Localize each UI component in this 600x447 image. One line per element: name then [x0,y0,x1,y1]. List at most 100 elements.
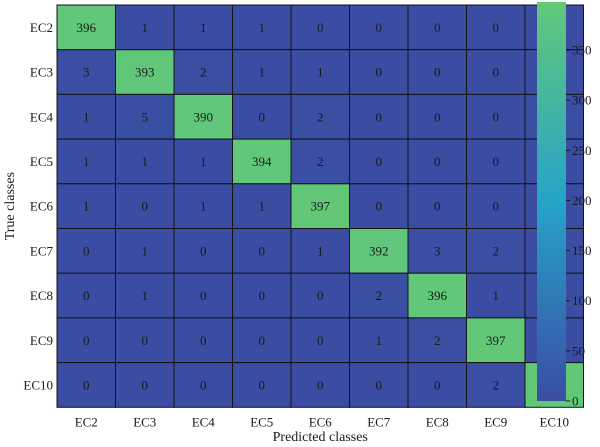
y-tick-label: EC2 [30,20,53,35]
cell-value-label: 1 [83,154,90,169]
cell-value-label: 0 [83,243,90,258]
cell-value-label: 394 [252,154,272,169]
heatmap-cell [290,183,350,230]
heatmap-cell [232,183,292,230]
cell-value-label: 0 [259,243,266,258]
heatmap-cell [173,272,233,319]
x-tick-label: EC5 [250,414,273,429]
colorbar-tick-label: 150 [572,243,592,258]
cell-value-label: 0 [434,109,441,124]
heatmap-cell [56,228,116,274]
heatmap-cell [349,317,409,364]
cell-value-label: 0 [83,333,90,348]
heatmap-cell [349,362,409,408]
cell-value-label: 0 [376,199,383,214]
cell-value-label: 2 [493,377,500,392]
cell-value-label: 2 [376,288,383,303]
heatmap-cell [115,93,175,140]
colorbar-tick-label: 350 [572,43,592,58]
cell-value-label: 3 [434,243,441,258]
heatmap-cell [56,4,116,51]
cell-value-label: 393 [135,65,155,80]
heatmap-cell [115,317,175,364]
cell-value-label: 3 [83,65,90,80]
heatmap-cell [349,138,409,185]
heatmap-cell [407,362,467,408]
cell-value-label: 0 [434,377,441,392]
cell-value-label: 0 [317,288,324,303]
heatmap-cell [173,93,233,140]
cell-value-label: 0 [83,377,90,392]
heatmap-cell [349,228,409,274]
cell-value-label: 0 [259,377,266,392]
cell-value-label: 1 [200,154,207,169]
colorbar-tick-label: 300 [572,93,592,108]
heatmap-cell [173,362,233,408]
heatmap-cell [232,138,292,185]
cell-value-label: 1 [83,199,90,214]
y-axis-title: True classes [3,172,18,240]
cell-value-label: 1 [493,288,500,303]
x-tick-label: EC8 [426,414,449,429]
cell-value-label: 0 [434,154,441,169]
cell-value-label: 0 [493,199,500,214]
cell-value-label: 0 [493,65,500,80]
y-tick-label: EC8 [30,288,53,303]
cell-value-label: 0 [200,243,207,258]
cell-value-label: 0 [200,377,207,392]
cell-value-label: 0 [200,333,207,348]
cell-value-label: 397 [311,199,331,214]
heatmap-cell [56,317,116,364]
y-tick-label: EC5 [30,154,53,169]
cell-value-label: 0 [376,377,383,392]
cell-value-label: 1 [317,243,324,258]
heatmap-cell [290,93,350,140]
colorbar-tick-label: 0 [572,394,579,409]
x-axis-title: Predicted classes [273,430,368,445]
cell-value-label: 0 [259,109,266,124]
cell-value-label: 0 [200,288,207,303]
heatmap-cell [466,228,526,274]
cell-value-label: 1 [83,109,90,124]
cell-value-label: 1 [259,65,266,80]
heatmap-cell [173,183,233,230]
cell-value-label: 1 [142,288,149,303]
x-tick-label: EC7 [367,414,391,429]
heatmap-cell [466,49,526,95]
cell-value-label: 0 [142,333,149,348]
cell-value-label: 390 [194,109,214,124]
cell-value-label: 0 [317,20,324,35]
heatmap-cell [56,272,116,319]
colorbar-tick-label: 250 [572,143,592,158]
cell-value-label: 0 [376,154,383,169]
heatmap-cell [232,49,292,95]
cell-value-label: 0 [317,377,324,392]
colorbar [537,2,566,401]
x-tick-labels: EC2 EC3 EC4 EC5 EC6 EC7 EC8 EC9 EC10 [75,414,569,429]
cell-value-label: 0 [376,65,383,80]
heatmap-cell [290,138,350,185]
cell-value-label: 0 [493,109,500,124]
cell-value-label: 2 [317,154,324,169]
cell-value-label: 0 [493,154,500,169]
x-tick-label: EC3 [133,414,156,429]
heatmap-cell [115,138,175,185]
heatmap-cell [349,49,409,95]
heatmap-cell [115,4,175,51]
heatmap-cell [232,317,292,364]
cell-value-label: 1 [317,65,324,80]
cell-value-label: 0 [376,20,383,35]
heatmap-cells: 396 1 1 1 0 0 0 0 1 3 393 2 1 1 0 0 0 0 1 5 390 0 2 0 0 0 2 1 1 1 394 2… [56,4,584,408]
cell-value-label: 0 [259,288,266,303]
cell-value-label: 0 [317,333,324,348]
colorbar-tick-labels: 0 50 100 150 200 250 300 350 [566,43,592,409]
cell-value-label: 1 [142,154,149,169]
x-tick-label: EC10 [539,414,569,429]
cell-value-label: 1 [142,20,149,35]
heatmap-cell [466,362,526,408]
x-tick-label: EC4 [192,414,216,429]
cell-value-label: 1 [259,20,266,35]
heatmap-cell [290,272,350,319]
y-tick-label: EC9 [30,333,53,348]
